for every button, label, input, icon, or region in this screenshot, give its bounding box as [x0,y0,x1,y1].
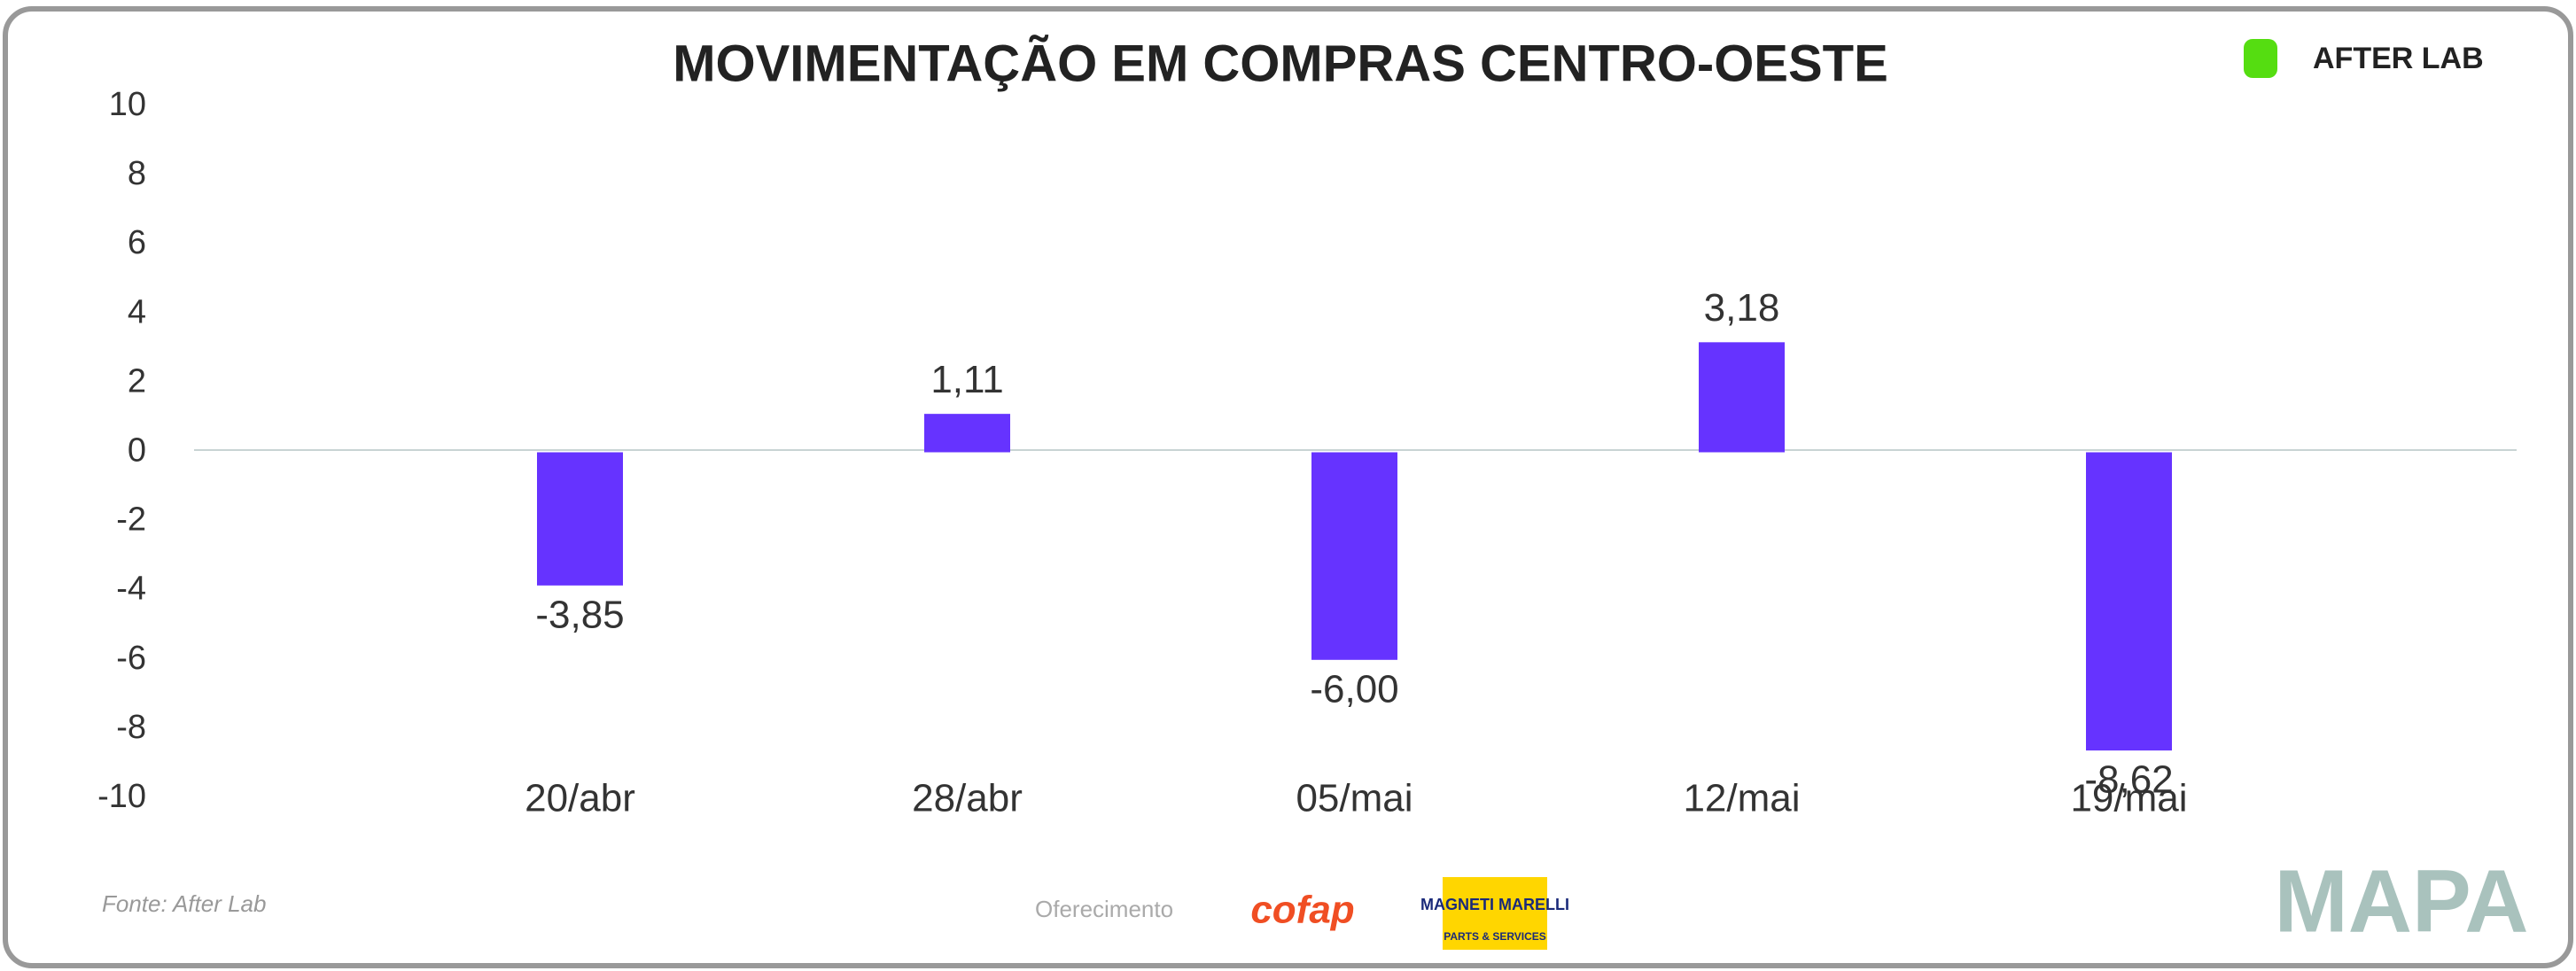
logo-magneti: MAGNETI MARELLI [1420,896,1569,913]
y-tick-label: -8 [116,709,146,746]
y-tick-label: 6 [128,224,146,261]
x-tick-label: 19/mai [2070,777,2187,820]
x-tick-label: 05/mai [1296,777,1413,820]
x-tick-label: 28/abr [912,777,1023,820]
logo-cofap: cofap [1250,889,1354,932]
y-tick-label: -10 [97,778,146,815]
logo-mapa: MAPA [2274,851,2528,951]
sponsor-label: Oferecimento [1035,896,1173,922]
y-tick-label: -4 [116,571,146,608]
bar [537,452,623,586]
y-tick-label: -6 [116,640,146,677]
logo-box [1443,877,1547,950]
y-tick-label: 2 [128,362,146,400]
bar [2086,452,2172,751]
value-label: -8,62 [2084,758,2173,802]
y-tick-label: 8 [128,155,146,192]
logo-afterlab: AFTER LAB [2313,42,2484,75]
y-tick-label: 0 [128,432,146,470]
source: Fonte: After Lab [102,890,266,917]
bar [1311,452,1397,660]
value-label: -6,00 [1310,667,1398,711]
y-tick-label: -2 [116,501,146,539]
x-tick-label: 20/abr [525,777,635,820]
logo-parts: PARTS & SERVICES [1444,930,1546,943]
frame [3,6,2573,968]
chart-title: MOVIMENTAÇÃO EM COMPRAS CENTRO-OESTE [673,35,1888,92]
x-tick-label: 12/mai [1683,777,1800,820]
logo-mark [2244,39,2277,78]
value-label: 3,18 [1704,286,1780,330]
y-tick-label: 10 [109,86,146,123]
value-label: -3,85 [535,593,624,636]
y-tick-label: 4 [128,293,146,330]
bar [924,414,1010,453]
value-label: 1,11 [930,358,1003,401]
bar [1699,342,1785,453]
